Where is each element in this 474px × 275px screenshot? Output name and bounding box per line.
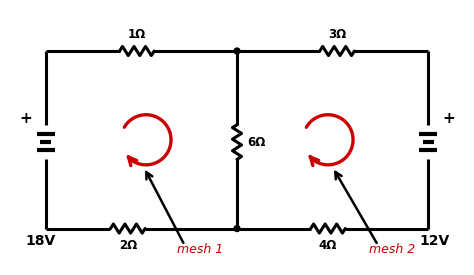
Circle shape — [234, 48, 240, 54]
Text: +: + — [19, 111, 32, 126]
Text: 18V: 18V — [25, 234, 55, 248]
Text: 2Ω: 2Ω — [118, 238, 137, 252]
Text: 3Ω: 3Ω — [328, 28, 346, 41]
Text: +: + — [442, 111, 455, 126]
Text: mesh 2: mesh 2 — [369, 243, 415, 256]
Text: 12V: 12V — [420, 234, 450, 248]
Text: 1Ω: 1Ω — [128, 28, 146, 41]
Circle shape — [234, 226, 240, 232]
Text: 6Ω: 6Ω — [247, 136, 265, 148]
Text: 4Ω: 4Ω — [319, 238, 337, 252]
Text: mesh 1: mesh 1 — [177, 243, 224, 256]
